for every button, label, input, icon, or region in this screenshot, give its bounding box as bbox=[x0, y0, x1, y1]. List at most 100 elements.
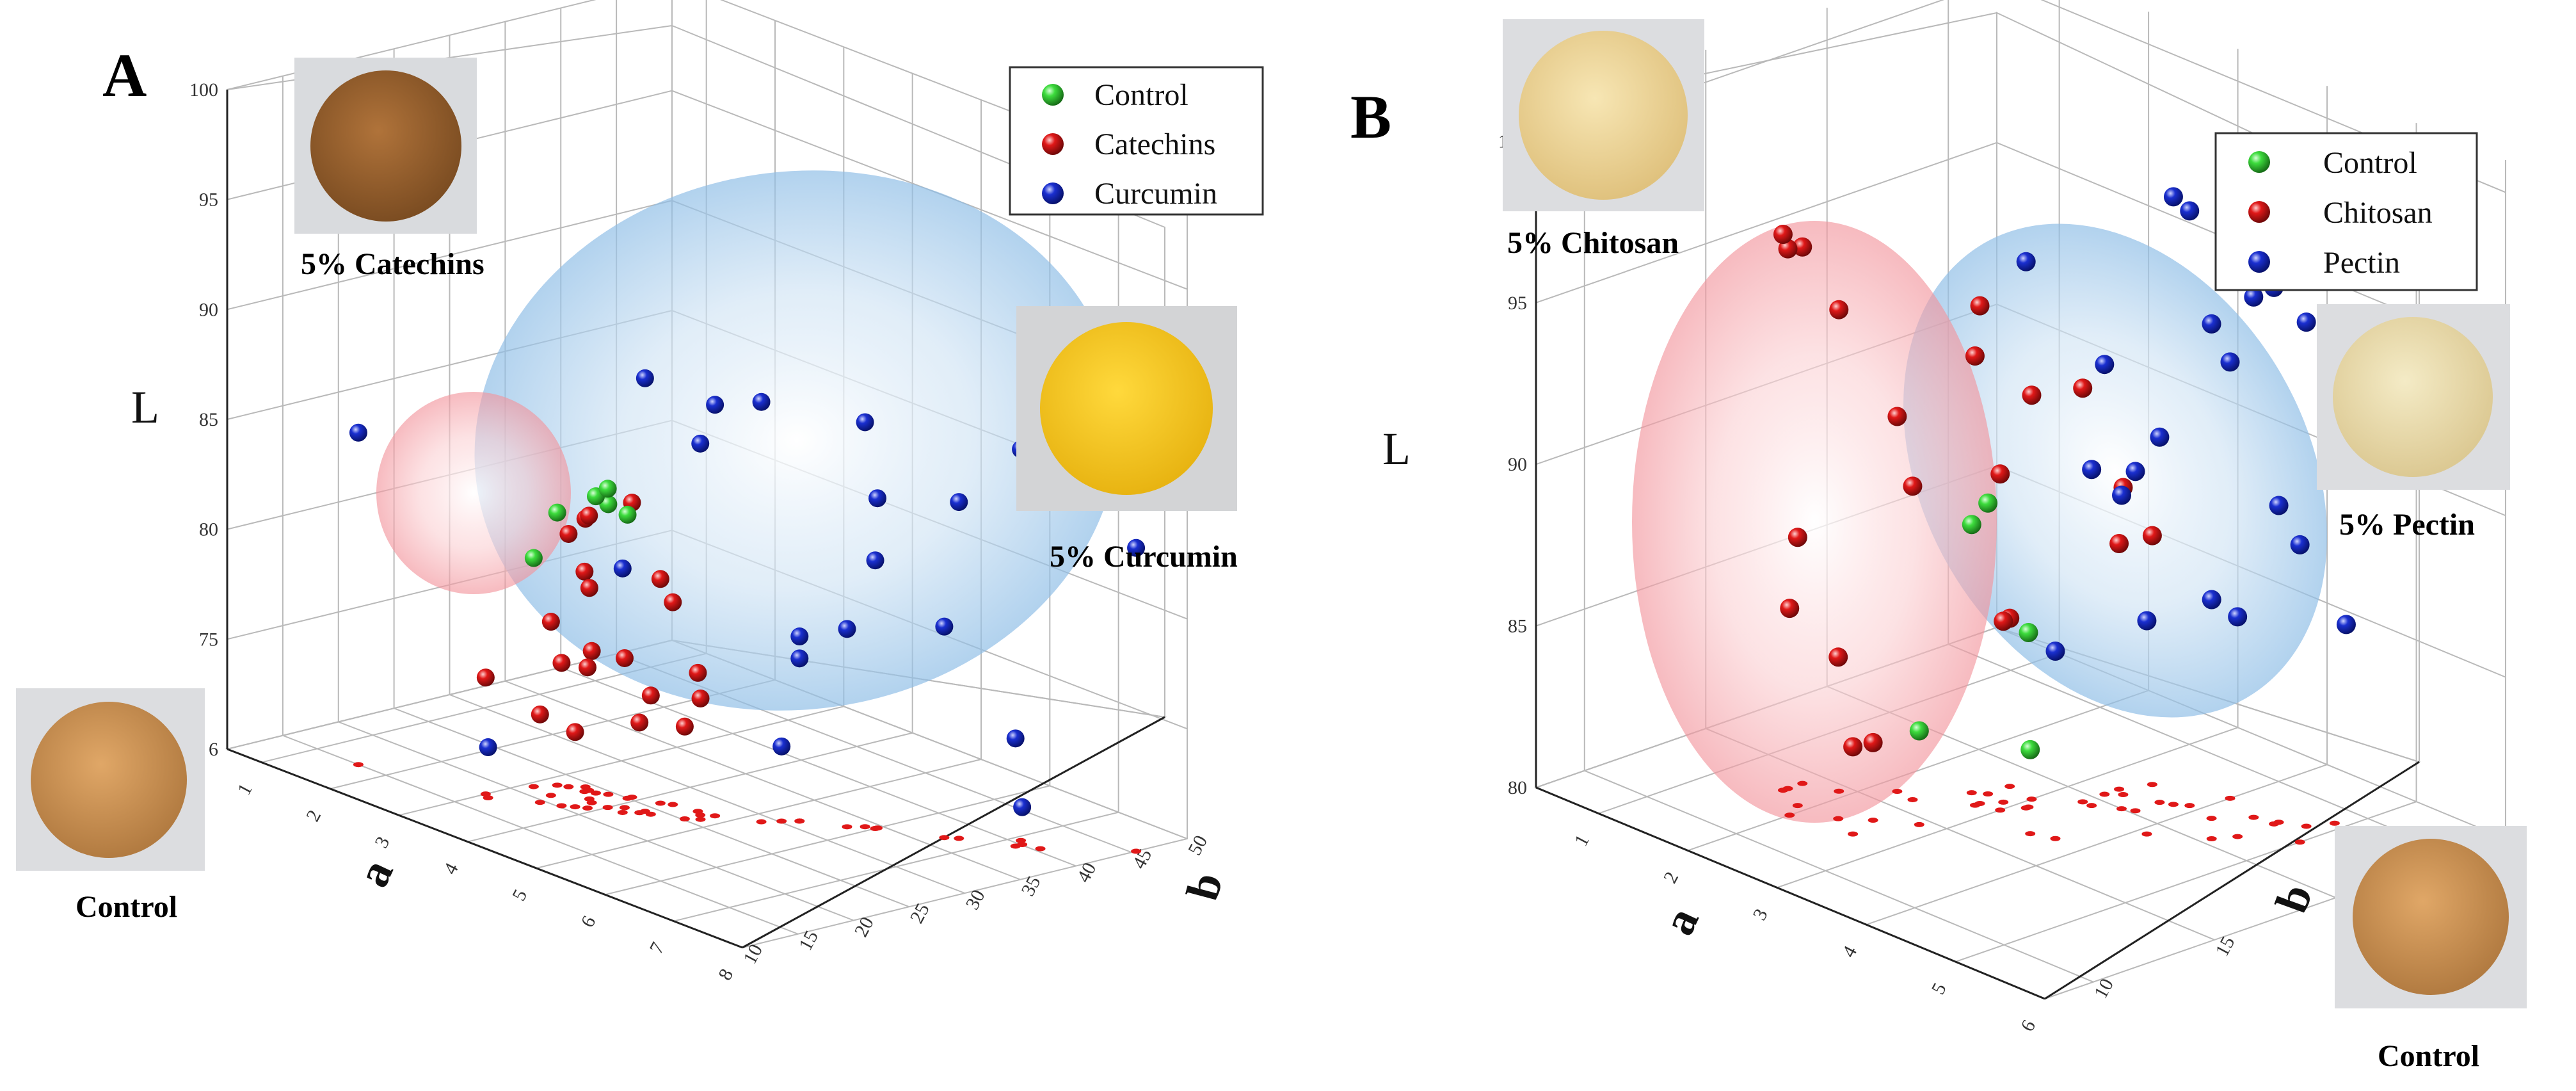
panel-b-point-pectin bbox=[2082, 460, 2102, 480]
panel-a-z-tick: 90 bbox=[199, 299, 218, 320]
panel-a-floor-projection bbox=[639, 809, 650, 814]
panel-a-floor-projection bbox=[619, 805, 630, 811]
panel-a-point-control bbox=[618, 505, 637, 524]
photo-control-a bbox=[16, 688, 205, 871]
panel-a-floor-projection bbox=[776, 818, 787, 824]
panel-b-point-control bbox=[1962, 515, 1981, 535]
panel-b-floor-projection bbox=[2147, 782, 2157, 788]
panel-b-point-chitosan bbox=[2142, 526, 2162, 546]
panel-a-point-curcumin bbox=[935, 617, 954, 636]
panel-a-x-tick: 6 bbox=[577, 912, 600, 931]
legend-a-catechins-marker bbox=[1042, 133, 1064, 155]
panel-a-floor-projection bbox=[679, 816, 690, 821]
panel-b-floor-projection bbox=[2020, 805, 2031, 811]
panel-a-point-catechins bbox=[582, 642, 601, 660]
legend-a-catechins: Catechins bbox=[1094, 127, 1215, 161]
panel-b-point-pectin bbox=[2202, 590, 2221, 610]
caption-control-a: Control bbox=[76, 890, 177, 924]
panel-b-floor-projection bbox=[2273, 820, 2284, 825]
panel-b-floor-projection bbox=[2294, 839, 2305, 845]
legend-a-curcumin: Curcumin bbox=[1094, 177, 1217, 211]
panel-a-point-control bbox=[524, 549, 543, 567]
panel-a-point-curcumin bbox=[868, 489, 887, 508]
panel-a-z-tick: 100 bbox=[189, 79, 218, 101]
panel-a-x-tick: 4 bbox=[440, 859, 463, 878]
panel-b: B 1009590858012345610152025 L a b 5% Chi… bbox=[1350, 0, 2527, 1073]
panel-b-point-chitosan bbox=[2022, 385, 2042, 405]
panel-b-point-chitosan bbox=[1903, 476, 1923, 496]
panel-b-floor-projection bbox=[1792, 803, 1803, 809]
panel-a-floor-projection bbox=[627, 795, 637, 800]
panel-b-point-control bbox=[2019, 622, 2038, 642]
caption-5-catechins: 5% Catechins bbox=[301, 247, 484, 281]
panel-a-y-tick: 10 bbox=[739, 941, 767, 967]
panel-a-floor-projection bbox=[1016, 837, 1027, 843]
legend-a-curcumin-marker bbox=[1042, 182, 1064, 204]
panel-a-point-catechins bbox=[476, 668, 495, 687]
panel-a-point-catechins bbox=[615, 649, 634, 667]
panel-a-point-curcumin bbox=[706, 396, 724, 414]
panel-a-point-catechins bbox=[575, 562, 594, 581]
legend-a: Control Catechins Curcumin bbox=[1009, 66, 1264, 216]
panel-a-point-catechins bbox=[552, 654, 571, 672]
panel-b-point-pectin bbox=[2296, 312, 2316, 332]
panel-a-floor-projection bbox=[794, 818, 805, 824]
panel-a-point-catechins bbox=[531, 705, 549, 723]
curcumin-cluster-ellipse bbox=[474, 170, 1119, 711]
panel-b-x-tick: 1 bbox=[1571, 831, 1594, 850]
panel-a-floor-projection bbox=[655, 800, 666, 806]
panel-a-point-catechins bbox=[541, 613, 560, 631]
panel-a-projections bbox=[353, 762, 1142, 854]
panel-a-floor-projection bbox=[534, 800, 545, 805]
panel-a-label: A bbox=[102, 41, 147, 109]
caption-5-chitosan: 5% Chitosan bbox=[1507, 226, 1679, 260]
panel-b-point-chitosan bbox=[1780, 599, 1800, 618]
photo-catechins bbox=[294, 58, 477, 234]
panel-a-floor-projection bbox=[602, 805, 613, 811]
photo-chitosan bbox=[1503, 19, 1704, 211]
panel-a-point-catechins bbox=[566, 723, 584, 741]
panel-a-floor-projection bbox=[842, 824, 852, 830]
panel-b-x-tick: 3 bbox=[1749, 905, 1772, 924]
panel-a-y-tick: 35 bbox=[1017, 873, 1044, 900]
panel-a-floor-projection bbox=[1017, 842, 1028, 848]
panel-b-floor-projection bbox=[1998, 799, 2009, 805]
legend-b: Control Chitosan Pectin bbox=[2214, 132, 2478, 291]
panel-b-point-chitosan bbox=[2073, 378, 2093, 398]
panel-b-floor-projection bbox=[1868, 818, 1878, 823]
panel-a-point-catechins bbox=[630, 713, 649, 732]
panel-a-floor-projection bbox=[860, 824, 870, 830]
panel-a-point-curcumin bbox=[752, 392, 771, 411]
panel-b-point-chitosan bbox=[1887, 407, 1907, 426]
panel-a-floor-projection bbox=[563, 784, 574, 789]
panel-a-floor-projection bbox=[1131, 848, 1142, 854]
axis-label-b-a: b bbox=[1176, 868, 1233, 905]
panel-a-points bbox=[349, 369, 1146, 816]
panel-b-floor-projection bbox=[1995, 807, 2006, 813]
panel-a-floor-projection bbox=[603, 791, 614, 797]
panel-a-point-curcumin bbox=[790, 627, 809, 646]
panel-a-point-catechins bbox=[579, 658, 597, 677]
panel-a-y-tick: 50 bbox=[1184, 832, 1212, 859]
panel-a-z-tick: 6 bbox=[209, 739, 218, 760]
panel-b-floor-projection bbox=[2026, 796, 2037, 802]
panel-a-point-catechins bbox=[580, 506, 598, 525]
panel-a-point-catechins bbox=[689, 663, 707, 682]
panel-b-z-tick: 80 bbox=[1508, 777, 1527, 798]
panel-b-floor-projection bbox=[2099, 791, 2110, 797]
axis-label-a-b: a bbox=[1652, 900, 1709, 942]
panel-a-point-catechins bbox=[675, 717, 694, 736]
panel-b-z-tick: 85 bbox=[1508, 616, 1527, 637]
panel-b-point-pectin bbox=[2163, 187, 2183, 207]
panel-b-points bbox=[1773, 187, 2426, 759]
panel-a-floor-projection bbox=[870, 826, 881, 832]
panel-b-x-tick: 4 bbox=[1838, 942, 1861, 961]
panel-a-x-tick: 1 bbox=[234, 780, 257, 798]
panel-b-x-tick: 2 bbox=[1660, 868, 1683, 887]
panel-b-point-pectin bbox=[2180, 201, 2200, 221]
panel-b-floor-projection bbox=[2168, 802, 2179, 807]
panel-a-point-curcumin bbox=[349, 423, 367, 442]
panel-b-floor-projection bbox=[2116, 806, 2127, 812]
panel-b-point-control bbox=[2020, 739, 2040, 759]
legend-b-control: Control bbox=[2323, 146, 2417, 180]
